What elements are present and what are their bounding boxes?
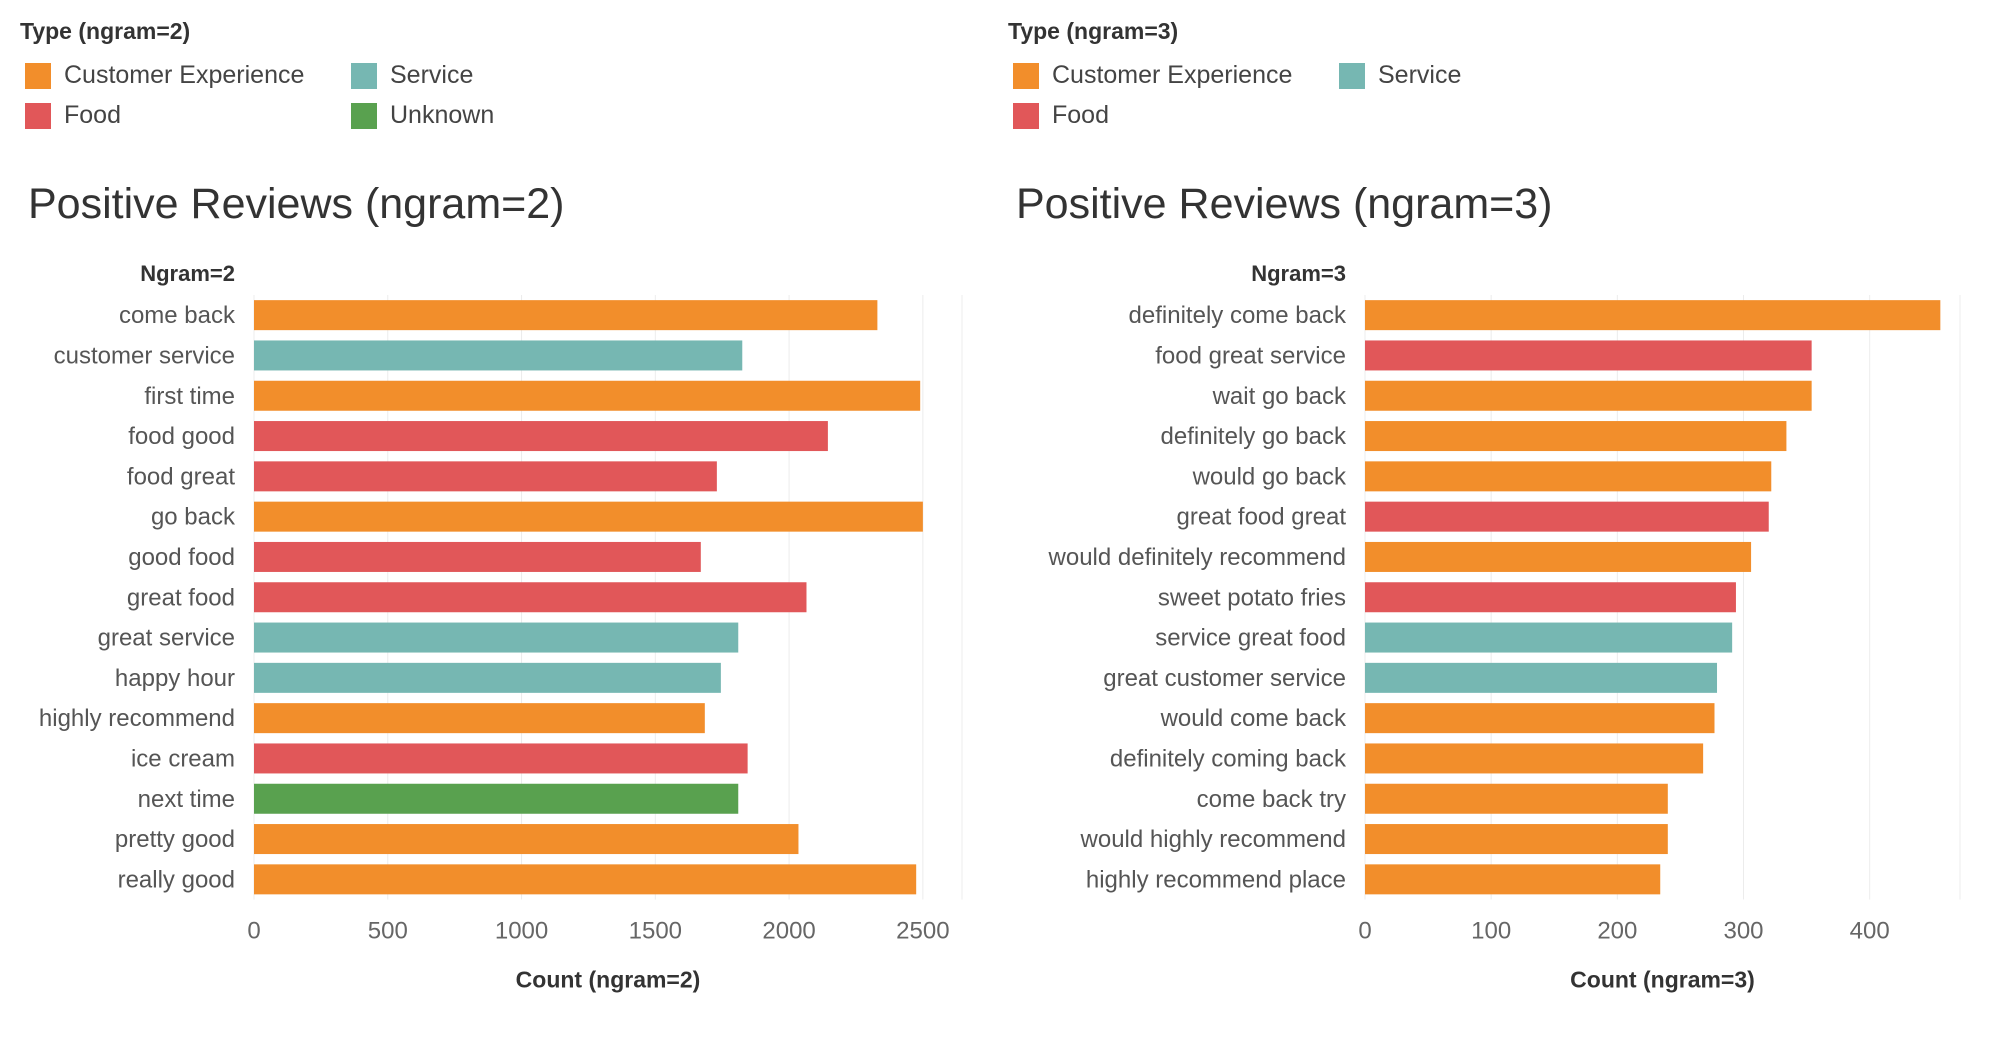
bar[interactable]: [1365, 582, 1736, 613]
category-label: would highly recommend: [1080, 826, 1346, 853]
bar[interactable]: [1365, 300, 1941, 331]
x-tick-label: 2000: [762, 918, 815, 945]
bar[interactable]: [254, 824, 799, 855]
category-label: great food: [127, 584, 235, 611]
chart-panel-ngram2: Type (ngram=2) Customer Experience Servi…: [20, 18, 963, 993]
legend-label: Unknown: [390, 101, 495, 129]
x-axis-title: Count (ngram=2): [516, 967, 701, 993]
bar[interactable]: [254, 380, 921, 411]
category-header: Ngram=3: [1251, 261, 1346, 286]
bar[interactable]: [254, 783, 739, 814]
bar[interactable]: [1365, 824, 1668, 855]
legend-swatch: [1339, 63, 1365, 89]
legend-swatch: [351, 63, 377, 89]
legend-title: Type (ngram=2): [20, 18, 191, 44]
category-label: would come back: [1160, 705, 1347, 732]
category-label: would go back: [1192, 463, 1347, 490]
category-label: great service: [98, 625, 235, 652]
category-label: really good: [118, 866, 235, 893]
category-header: Ngram=2: [140, 261, 235, 286]
bar[interactable]: [254, 864, 917, 895]
chart-title: Positive Reviews (ngram=3): [1016, 180, 1553, 228]
bar[interactable]: [1365, 340, 1812, 371]
x-tick-label: 0: [247, 918, 260, 945]
x-tick-label: 100: [1471, 918, 1511, 945]
legend-swatch: [25, 63, 51, 89]
x-axis-title: Count (ngram=3): [1570, 967, 1755, 993]
legend-ngram2: Type (ngram=2) Customer Experience Servi…: [20, 18, 540, 138]
chart-panel-ngram3: Type (ngram=3) Customer Experience Servi…: [996, 0, 1992, 1038]
category-label: definitely go back: [1161, 423, 1347, 450]
category-label: good food: [128, 544, 235, 571]
legend-ngram3: Type (ngram=3) Customer Experience Servi…: [1008, 18, 1528, 138]
category-label: customer service: [54, 342, 235, 369]
category-label: ice cream: [131, 745, 235, 772]
x-tick-label: 2500: [896, 918, 949, 945]
category-label: next time: [138, 786, 235, 813]
legend-label: Customer Experience: [64, 61, 305, 89]
category-label: food good: [128, 423, 235, 450]
bar[interactable]: [254, 421, 828, 452]
category-label: highly recommend place: [1086, 866, 1346, 893]
category-label: great food great: [1177, 504, 1347, 531]
bar-chart-ngram2: Ngram=2 come back customer service first ti…: [39, 261, 963, 993]
bar[interactable]: [1365, 421, 1787, 452]
legend-swatch: [25, 103, 51, 129]
bar[interactable]: [254, 662, 721, 693]
x-tick-label: 1500: [629, 918, 682, 945]
bar[interactable]: [254, 461, 717, 492]
category-label: come back try: [1197, 786, 1346, 813]
bar[interactable]: [1365, 380, 1812, 411]
bar[interactable]: [254, 501, 923, 532]
category-label: great customer service: [1103, 665, 1346, 692]
legend-label: Service: [1378, 61, 1462, 89]
bar[interactable]: [254, 582, 807, 613]
legend-label: Service: [390, 61, 474, 89]
category-label: happy hour: [115, 665, 235, 692]
bar[interactable]: [254, 300, 878, 331]
category-label: definitely coming back: [1110, 745, 1347, 772]
bar[interactable]: [1365, 541, 1752, 572]
x-tick-label: 200: [1597, 918, 1637, 945]
category-label: highly recommend: [39, 705, 235, 732]
bar[interactable]: [254, 622, 739, 653]
x-tick-label: 500: [368, 918, 408, 945]
legend-swatch: [1013, 63, 1039, 89]
bar[interactable]: [1365, 703, 1715, 734]
bar[interactable]: [1365, 864, 1661, 895]
bar[interactable]: [1365, 743, 1704, 774]
category-label: wait go back: [1212, 383, 1347, 410]
category-label: pretty good: [115, 826, 235, 853]
bar-chart-ngram3: Ngram=3 definitely come back food great se…: [1048, 261, 1961, 993]
category-label: food great service: [1155, 342, 1346, 369]
category-label: food great: [127, 463, 235, 490]
category-label: sweet potato fries: [1158, 584, 1346, 611]
category-label: go back: [151, 504, 236, 531]
x-tick-label: 1000: [495, 918, 548, 945]
legend-label: Food: [64, 101, 121, 129]
legend-swatch: [351, 103, 377, 129]
bar[interactable]: [254, 340, 743, 371]
chart-title: Positive Reviews (ngram=2): [28, 180, 565, 228]
category-label: service great food: [1155, 625, 1346, 652]
bar[interactable]: [1365, 662, 1718, 693]
legend-label: Food: [1052, 101, 1109, 129]
bar[interactable]: [1365, 783, 1668, 814]
bar[interactable]: [1365, 622, 1733, 653]
x-tick-label: 400: [1850, 918, 1890, 945]
bar[interactable]: [254, 541, 701, 572]
category-label: come back: [119, 302, 236, 329]
bar[interactable]: [1365, 501, 1769, 532]
legend-swatch: [1013, 103, 1039, 129]
legend-title: Type (ngram=3): [1008, 18, 1179, 44]
x-tick-label: 300: [1723, 918, 1763, 945]
category-label: would definitely recommend: [1048, 544, 1346, 571]
bar[interactable]: [254, 703, 705, 734]
category-label: first time: [144, 383, 235, 410]
bar[interactable]: [254, 743, 748, 774]
bar[interactable]: [1365, 461, 1772, 492]
x-tick-label: 0: [1358, 918, 1371, 945]
legend-label: Customer Experience: [1052, 61, 1293, 89]
category-label: definitely come back: [1129, 302, 1347, 329]
